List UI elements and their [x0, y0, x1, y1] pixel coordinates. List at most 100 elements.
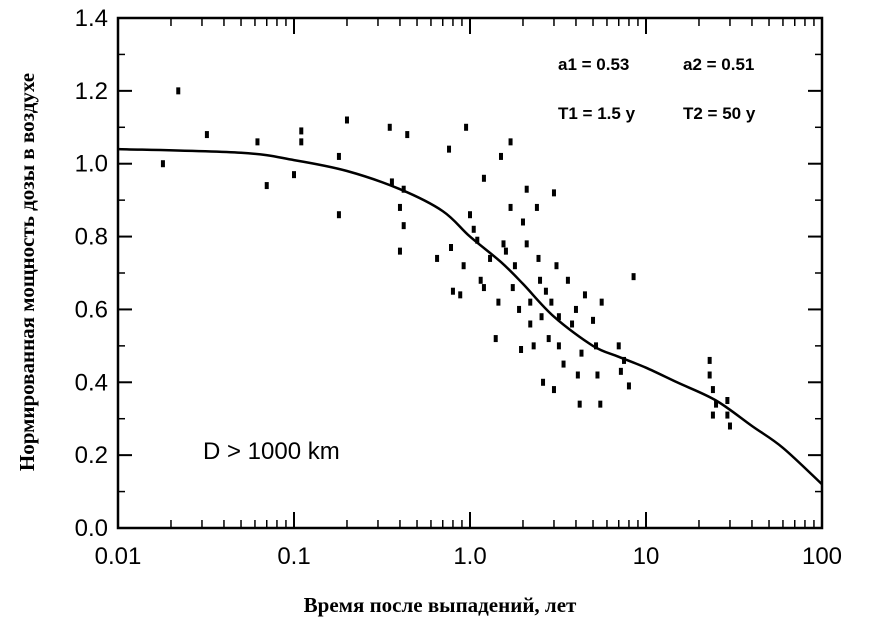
data-point: [524, 240, 529, 248]
tick-labels: 0.0 0.2 0.4 0.6 0.8 1.0 1.2 1.4 0.01 0.1 1.0 10 100: [75, 5, 842, 570]
data-point: [554, 262, 559, 270]
data-point: [458, 291, 463, 299]
data-point: [575, 371, 580, 379]
data-point: [336, 152, 341, 160]
data-point: [520, 218, 525, 226]
data-point: [389, 178, 394, 186]
data-point: [561, 360, 566, 368]
data-point: [475, 236, 480, 244]
data-point: [710, 386, 715, 394]
data-point: [488, 254, 493, 262]
data-point: [546, 335, 551, 343]
data-point: [478, 276, 483, 284]
data-point: [725, 411, 730, 419]
data-point: [447, 145, 452, 153]
data-point: [264, 182, 269, 190]
data-point: [591, 316, 596, 324]
y-tick-label: 1.4: [75, 5, 108, 32]
data-point: [498, 152, 503, 160]
data-point: [449, 244, 454, 251]
data-point: [707, 356, 712, 364]
y-tick-label: 0.4: [75, 369, 108, 396]
data-point: [539, 313, 544, 321]
data-point: [541, 378, 546, 386]
data-point: [531, 342, 536, 350]
data-point: [255, 138, 260, 146]
y-tick-label: 0.0: [75, 515, 108, 542]
annotation-region: D > 1000 km: [203, 438, 340, 465]
y-tick-label: 0.2: [75, 442, 108, 469]
data-point: [565, 276, 570, 284]
data-point: [160, 160, 165, 168]
data-point: [508, 203, 513, 211]
data-point: [204, 131, 209, 139]
data-point: [622, 356, 627, 364]
data-point: [538, 276, 543, 284]
annotation-t2: T2 = 50 y: [683, 104, 756, 123]
data-point: [517, 305, 522, 313]
data-point: [556, 313, 561, 321]
data-point: [176, 87, 181, 95]
data-point: [536, 254, 541, 262]
data-point: [528, 298, 533, 306]
data-point: [501, 240, 506, 248]
data-point: [464, 123, 469, 131]
y-tick-label: 1.2: [75, 78, 108, 105]
data-point: [631, 273, 636, 281]
data-point: [549, 298, 554, 306]
data-point: [524, 185, 529, 193]
data-point: [503, 247, 508, 255]
data-point: [401, 222, 406, 230]
annotation-t1: T1 = 1.5 y: [558, 104, 636, 123]
data-point: [397, 247, 402, 255]
x-tick-label: 100: [802, 543, 842, 570]
data-point: [512, 262, 517, 270]
data-point: [595, 371, 600, 379]
y-axis-label: Нормированная мощность дозы в воздухе: [15, 73, 39, 471]
data-point: [543, 287, 548, 295]
data-point: [714, 400, 719, 408]
data-point: [468, 211, 472, 219]
data-point: [387, 123, 392, 131]
y-tick-label: 0.8: [75, 224, 108, 251]
data-point: [582, 291, 587, 299]
x-tick-label: 10: [633, 543, 660, 570]
data-point: [461, 262, 466, 270]
data-point: [727, 422, 732, 430]
data-point: [435, 254, 440, 262]
axis-ticks: [117, 17, 823, 529]
data-point: [573, 305, 578, 313]
y-tick-label: 0.6: [75, 296, 108, 323]
data-point: [292, 171, 296, 179]
data-point: [299, 138, 304, 146]
data-point: [299, 127, 304, 135]
data-point: [481, 174, 486, 182]
data-point: [570, 320, 575, 328]
data-point: [707, 371, 712, 379]
annotation-a2: a2 = 0.51: [683, 55, 754, 74]
data-point: [519, 346, 524, 353]
data-point: [528, 320, 533, 328]
data-point: [579, 349, 584, 357]
data-point: [626, 382, 631, 390]
y-tick-label: 1.0: [75, 151, 108, 178]
scatter-points: [160, 87, 732, 430]
data-point: [725, 397, 730, 404]
data-point: [471, 225, 476, 233]
data-point: [577, 400, 582, 408]
data-point: [481, 284, 486, 292]
annotation-a1: a1 = 0.53: [558, 55, 629, 74]
data-point: [450, 287, 455, 295]
data-point: [510, 284, 515, 292]
data-point: [397, 203, 402, 211]
data-point: [508, 138, 513, 146]
x-axis-label: Время после выпадений, лет: [304, 593, 577, 617]
data-point: [336, 211, 341, 219]
fit-curve: [117, 147, 823, 486]
data-point: [534, 203, 539, 211]
data-point: [710, 411, 715, 419]
data-point: [618, 367, 623, 375]
x-tick-label: 0.1: [277, 543, 310, 570]
data-point: [594, 342, 599, 350]
